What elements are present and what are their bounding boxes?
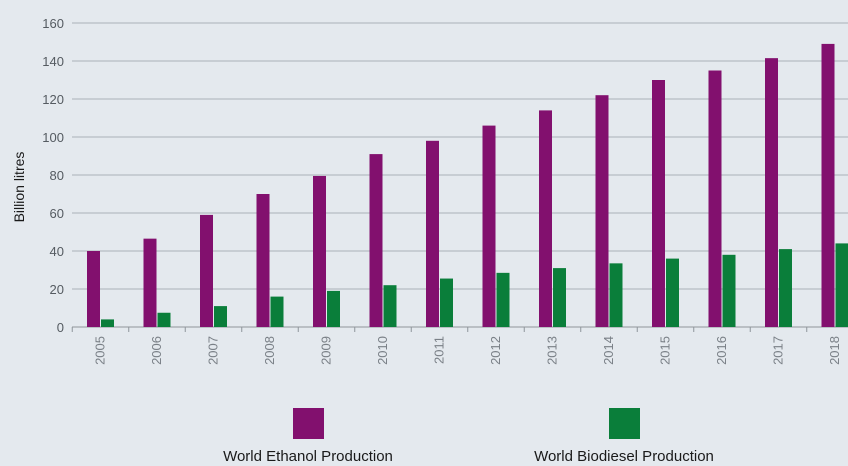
y-tick-label: 120 bbox=[42, 92, 64, 107]
bar-ethanol bbox=[369, 154, 383, 327]
bar-biodiesel bbox=[496, 272, 510, 327]
y-tick-label: 160 bbox=[42, 16, 64, 31]
x-tick-label: 2005 bbox=[93, 336, 108, 365]
bar-ethanol bbox=[313, 175, 326, 327]
x-tick-label: 2010 bbox=[375, 336, 390, 365]
bar-biodiesel bbox=[270, 296, 284, 327]
y-tick-label: 140 bbox=[42, 54, 64, 69]
x-tick-label: 2007 bbox=[206, 336, 221, 365]
bar-biodiesel bbox=[835, 243, 848, 327]
bar-biodiesel bbox=[722, 254, 736, 327]
bar-ethanol bbox=[821, 43, 835, 328]
bar-biodiesel bbox=[101, 319, 114, 327]
bar-ethanol bbox=[87, 251, 100, 327]
y-tick-label: 60 bbox=[50, 206, 64, 221]
bar-ethanol bbox=[539, 110, 552, 328]
bar-ethanol bbox=[708, 70, 722, 327]
bars bbox=[87, 43, 848, 328]
legend-item-biodiesel: World Biodiesel Production bbox=[494, 408, 754, 465]
bar-biodiesel bbox=[157, 312, 171, 327]
bar-biodiesel bbox=[440, 278, 453, 327]
bar-ethanol bbox=[143, 238, 157, 327]
bar-biodiesel bbox=[383, 285, 397, 327]
bar-biodiesel bbox=[214, 306, 227, 327]
legend-swatch-biodiesel bbox=[608, 408, 640, 439]
x-tick-label: 2011 bbox=[432, 336, 447, 364]
x-tick-label: 2017 bbox=[771, 336, 786, 365]
bar-ethanol bbox=[652, 80, 665, 327]
x-tick-label: 2014 bbox=[601, 336, 616, 365]
x-tick-label: 2006 bbox=[149, 336, 164, 365]
bar-ethanol bbox=[256, 194, 270, 327]
y-axis-title: Billion litres bbox=[11, 152, 27, 223]
y-tick-label: 80 bbox=[50, 168, 64, 183]
bar-chart: 0 20 40 60 80 100 120 140 160 2005 2006 2007 2008 200… bbox=[11, 16, 848, 365]
x-tick-label: 2008 bbox=[262, 336, 277, 365]
y-tick-label: 20 bbox=[50, 282, 64, 297]
y-tick-label: 40 bbox=[50, 244, 64, 259]
bar-biodiesel bbox=[609, 263, 623, 327]
bar-ethanol bbox=[595, 95, 609, 327]
bar-ethanol bbox=[200, 214, 213, 327]
legend-item-ethanol: World Ethanol Production bbox=[178, 408, 438, 465]
x-tick-label: 2009 bbox=[319, 336, 334, 365]
legend-swatch-ethanol bbox=[292, 408, 324, 439]
legend-label-biodiesel: World Biodiesel Production bbox=[534, 448, 714, 465]
x-tick-label: 2013 bbox=[545, 336, 560, 365]
x-tick-label: 2012 bbox=[488, 336, 503, 365]
bar-biodiesel bbox=[779, 249, 792, 327]
x-tick-label: 2015 bbox=[658, 336, 673, 365]
x-tick-label: 2016 bbox=[714, 336, 729, 365]
bar-ethanol bbox=[426, 140, 439, 327]
bar-ethanol bbox=[765, 58, 778, 328]
bar-ethanol bbox=[482, 125, 496, 327]
bar-biodiesel bbox=[666, 258, 679, 327]
bar-biodiesel bbox=[553, 268, 566, 327]
x-tick-label: 2018 bbox=[827, 336, 842, 365]
legend-label-ethanol: World Ethanol Production bbox=[223, 448, 393, 465]
y-tick-label: 100 bbox=[42, 130, 64, 145]
y-tick-label: 0 bbox=[57, 320, 64, 335]
bar-biodiesel bbox=[327, 290, 340, 327]
axes: 0 20 40 60 80 100 120 140 160 2005 2006 2007 2008 200… bbox=[42, 16, 842, 365]
